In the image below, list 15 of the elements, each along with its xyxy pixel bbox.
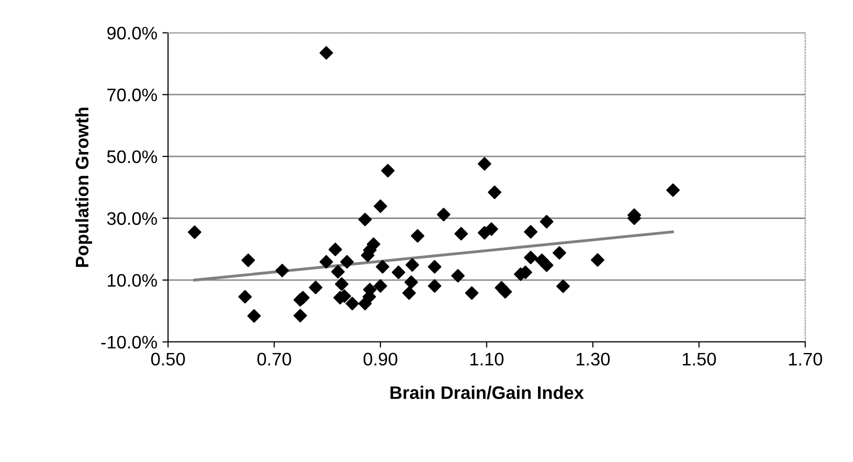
y-tick-label: 10.0% [108,274,157,287]
x-axis-title: Brain Drain/Gain Index [390,386,584,400]
x-tick-label: 0.70 [257,352,292,366]
y-tick-label: -10.0% [101,336,157,349]
y-tick-label: 70.0% [107,88,157,102]
x-tick-label: 1.50 [682,352,716,366]
x-tick-label: 1.30 [576,352,610,366]
y-tick-label: 30.0% [107,212,157,225]
x-tick-label: 1.10 [470,352,504,366]
x-tick-label: 1.70 [789,352,822,366]
y-tick-label: 90.0% [107,26,157,40]
x-tick-label: 0.90 [364,352,398,366]
y-tick-label: 50.0% [107,150,157,164]
y-axis-title: Population Growth [75,108,92,267]
x-tick-label: 0.50 [151,352,185,366]
